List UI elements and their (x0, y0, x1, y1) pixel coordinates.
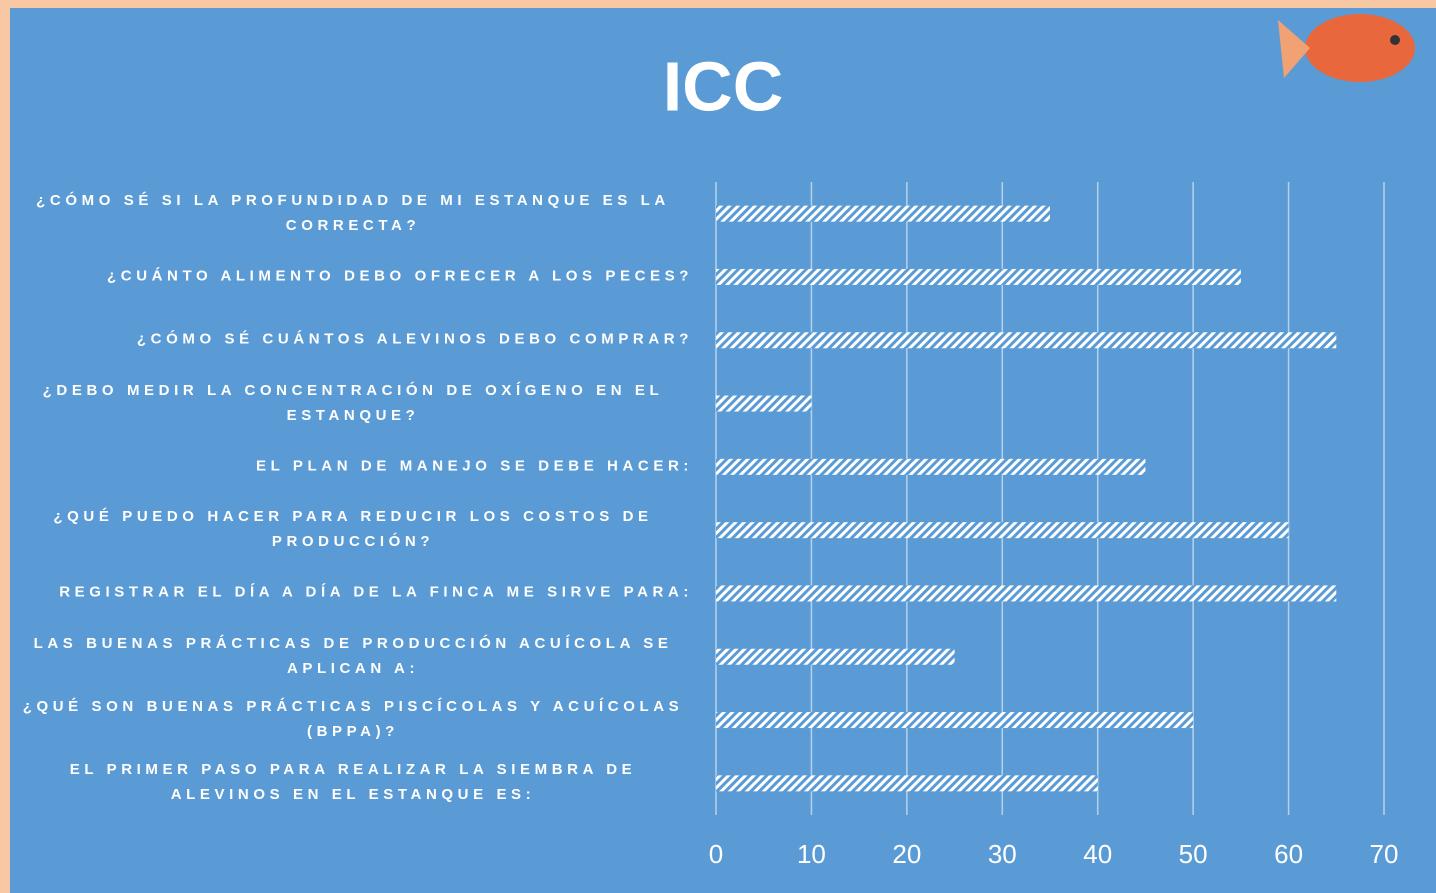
x-tick-label: 50 (1179, 839, 1208, 869)
y-label-box: ¿CÓMO SÉ SI LA PROFUNDIDAD DE MI ESTANQU… (3, 188, 693, 238)
y-tick-label: EL PRIMER PASO PARA REALIZAR LA SIEMBRA … (13, 757, 693, 807)
y-tick-label: ¿QUÉ SON BUENAS PRÁCTICAS PISCÍCOLAS Y A… (13, 694, 693, 744)
y-label-box: ¿DEBO MEDIR LA CONCENTRACIÓN DE OXÍGENO … (3, 378, 693, 428)
y-tick-label: EL PLAN DE MANEJO SE DEBE HACER: (256, 453, 693, 478)
y-label-box: ¿QUÉ PUEDO HACER PARA REDUCIR LOS COSTOS… (3, 504, 693, 554)
y-label-box: LAS BUENAS PRÁCTICAS DE PRODUCCIÓN ACUÍC… (3, 631, 693, 681)
x-tick-label: 20 (892, 839, 921, 869)
y-tick-label: ¿CUÁNTO ALIMENTO DEBO OFRECER A LOS PECE… (107, 263, 693, 288)
bar (716, 585, 1336, 601)
bar (716, 332, 1336, 348)
bar (716, 775, 1098, 791)
y-label-box: REGISTRAR EL DÍA A DÍA DE LA FINCA ME SI… (3, 580, 693, 605)
y-label-box: ¿QUÉ SON BUENAS PRÁCTICAS PISCÍCOLAS Y A… (3, 694, 693, 744)
x-tick-label: 30 (988, 839, 1017, 869)
y-tick-label: ¿CÓMO SÉ CUÁNTOS ALEVINOS DEBO COMPRAR? (137, 327, 693, 352)
page: ICC 0 10 20 30 40 50 60 70 ¿CÓMO SÉ SI LA PROFU… (0, 0, 1436, 893)
bar (716, 396, 811, 412)
y-tick-label: ¿QUÉ PUEDO HACER PARA REDUCIR LOS COSTOS… (13, 504, 693, 554)
bar (716, 649, 955, 665)
x-tick-label: 0 (709, 839, 723, 869)
y-label-box: EL PRIMER PASO PARA REALIZAR LA SIEMBRA … (3, 757, 693, 807)
chart-title: ICC (663, 47, 784, 125)
x-tick-label: 70 (1370, 839, 1399, 869)
y-tick-label: REGISTRAR EL DÍA A DÍA DE LA FINCA ME SI… (59, 580, 693, 605)
bar (716, 269, 1241, 285)
y-tick-label: ¿CÓMO SÉ SI LA PROFUNDIDAD DE MI ESTANQU… (13, 188, 693, 238)
bar (716, 459, 1145, 475)
bar (716, 206, 1050, 222)
y-label-box: EL PLAN DE MANEJO SE DEBE HACER: (3, 453, 693, 478)
y-label-box: ¿CÓMO SÉ CUÁNTOS ALEVINOS DEBO COMPRAR? (3, 327, 693, 352)
y-label-box: ¿CUÁNTO ALIMENTO DEBO OFRECER A LOS PECE… (3, 263, 693, 288)
x-tick-label: 60 (1274, 839, 1303, 869)
y-tick-label: LAS BUENAS PRÁCTICAS DE PRODUCCIÓN ACUÍC… (13, 631, 693, 681)
x-tick-label: 40 (1083, 839, 1112, 869)
bar (716, 522, 1289, 538)
x-tick-label: 10 (797, 839, 826, 869)
y-tick-label: ¿DEBO MEDIR LA CONCENTRACIÓN DE OXÍGENO … (13, 378, 693, 428)
bar (716, 712, 1193, 728)
